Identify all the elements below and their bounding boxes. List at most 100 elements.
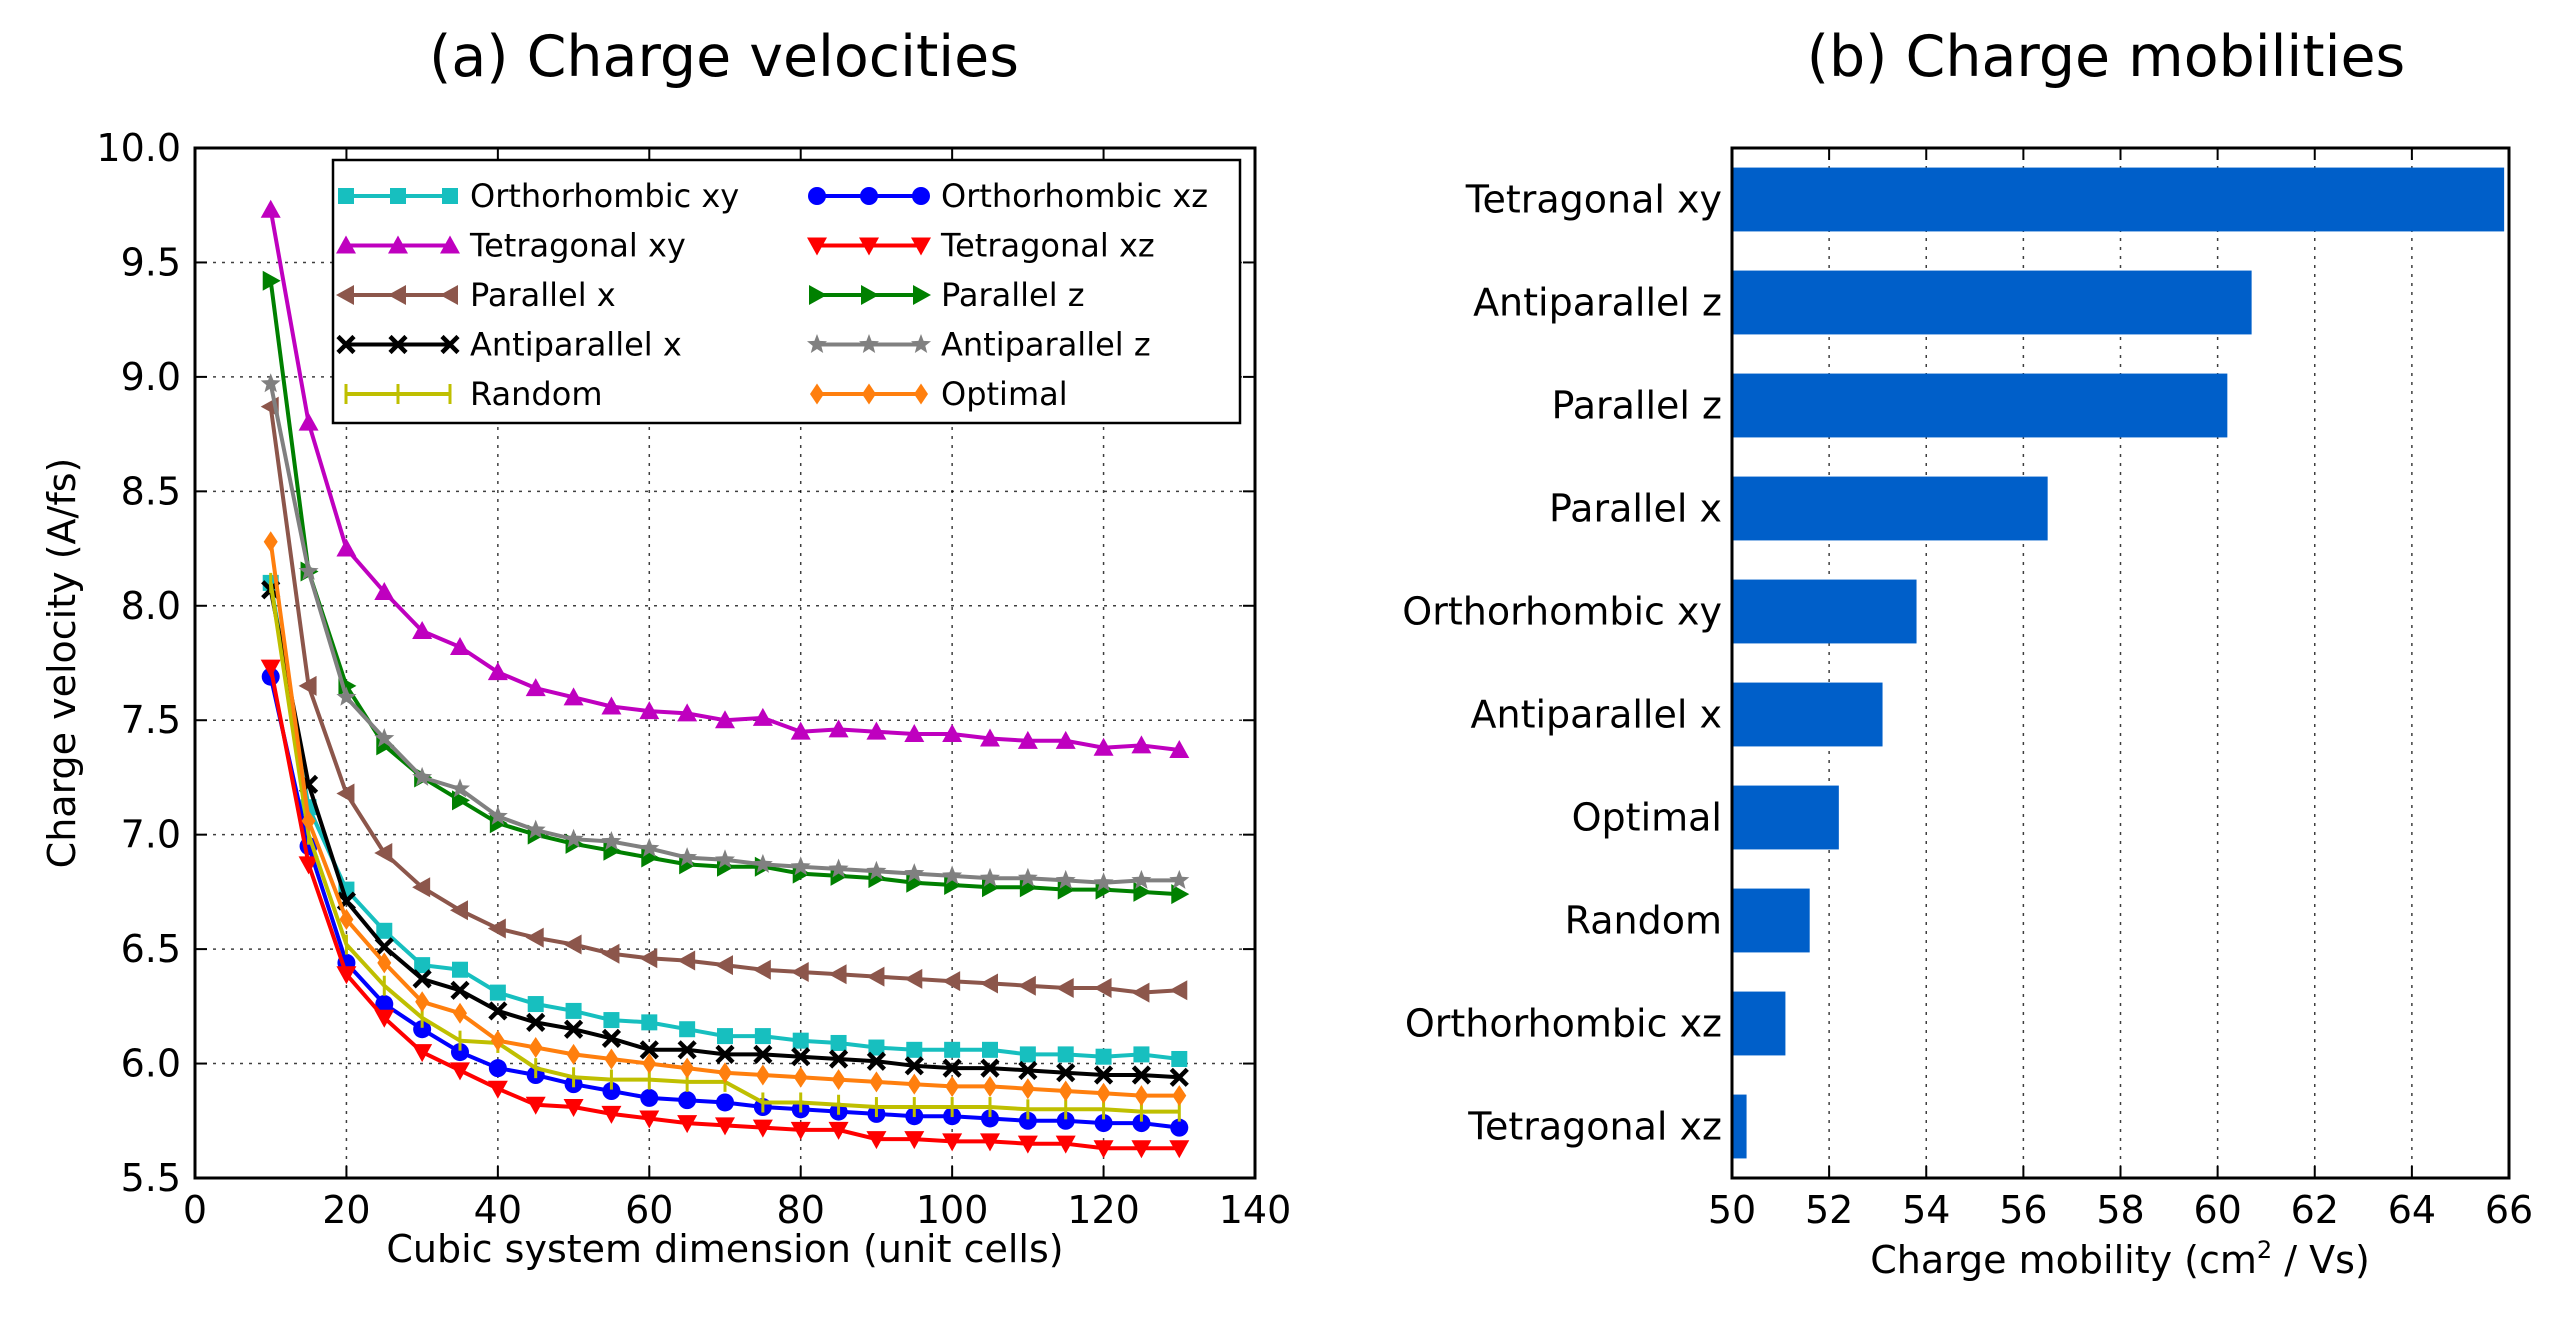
data-point bbox=[831, 1069, 846, 1091]
data-point bbox=[1131, 1140, 1152, 1159]
data-point bbox=[866, 721, 887, 740]
x-tick-label: 54 bbox=[1902, 1188, 1950, 1232]
data-point bbox=[791, 1047, 811, 1067]
series-parallel-x bbox=[260, 396, 1188, 1003]
y-tick-label: 8.5 bbox=[121, 469, 181, 513]
data-point bbox=[677, 847, 698, 867]
data-point bbox=[487, 662, 508, 681]
data-point bbox=[752, 1119, 773, 1138]
data-point bbox=[859, 237, 879, 256]
data-point bbox=[907, 1073, 922, 1095]
x-tick-label: 66 bbox=[2485, 1188, 2533, 1232]
data-point bbox=[563, 828, 584, 848]
data-point bbox=[1017, 975, 1036, 996]
legend-label: Random bbox=[470, 375, 602, 413]
data-point bbox=[525, 1096, 546, 1115]
data-point bbox=[377, 952, 392, 974]
data-point bbox=[374, 582, 395, 601]
data-point bbox=[1056, 1063, 1076, 1083]
data-point bbox=[942, 865, 963, 885]
data-point bbox=[488, 1001, 508, 1021]
data-point bbox=[981, 1109, 999, 1128]
legend-label: Tetragonal xy bbox=[469, 227, 686, 265]
chart-a-legend: Orthorhombic xy Orthorhombic xz Tetragonal… bbox=[331, 158, 1242, 425]
data-point bbox=[983, 1075, 997, 1097]
data-point bbox=[828, 964, 847, 985]
legend-label: Orthorhombic xy bbox=[470, 177, 739, 215]
data-point bbox=[1132, 1114, 1151, 1133]
data-point bbox=[1093, 1065, 1114, 1085]
x-tick-label: 20 bbox=[322, 1188, 370, 1232]
data-point bbox=[260, 373, 281, 393]
data-point bbox=[374, 728, 395, 747]
data-point bbox=[339, 908, 354, 930]
x-tick-label: 64 bbox=[2388, 1188, 2436, 1232]
data-point bbox=[942, 1058, 962, 1078]
data-point bbox=[755, 1064, 770, 1086]
legend-item: Random bbox=[344, 375, 602, 413]
data-point bbox=[904, 863, 925, 883]
data-point bbox=[866, 1051, 887, 1071]
data-point bbox=[602, 1082, 621, 1101]
data-point bbox=[298, 412, 319, 431]
data-point bbox=[452, 961, 468, 978]
data-point bbox=[942, 971, 961, 992]
data-point bbox=[440, 235, 460, 254]
legend-label: Optimal bbox=[941, 375, 1068, 413]
category-label: Antiparallel z bbox=[1473, 281, 1722, 325]
data-point bbox=[942, 723, 963, 742]
data-point bbox=[753, 1044, 773, 1064]
data-point bbox=[790, 962, 809, 982]
data-point bbox=[336, 334, 356, 355]
data-point bbox=[528, 1037, 543, 1059]
data-point bbox=[1058, 1080, 1073, 1102]
data-point bbox=[911, 334, 931, 353]
data-point bbox=[752, 959, 771, 980]
data-point bbox=[1170, 1118, 1189, 1137]
data-point bbox=[715, 1117, 735, 1136]
data-point bbox=[679, 1021, 696, 1038]
data-point bbox=[440, 334, 460, 355]
data-point bbox=[1055, 730, 1076, 749]
data-point bbox=[904, 1056, 924, 1076]
data-point bbox=[1169, 1067, 1189, 1087]
data-point bbox=[374, 842, 393, 863]
x-tick-label: 100 bbox=[916, 1188, 989, 1232]
data-point bbox=[338, 188, 354, 204]
bar bbox=[1732, 476, 2048, 541]
data-point bbox=[336, 285, 354, 305]
data-point bbox=[388, 285, 406, 305]
data-point bbox=[563, 934, 582, 955]
data-point bbox=[1093, 872, 1114, 892]
y-tick-label: 8.0 bbox=[121, 584, 181, 628]
data-point bbox=[716, 1093, 734, 1112]
data-point bbox=[945, 1075, 960, 1097]
data-point bbox=[752, 707, 773, 726]
chart-a-series bbox=[260, 199, 1190, 1159]
data-point bbox=[677, 703, 698, 722]
data-point bbox=[911, 237, 931, 256]
data-point bbox=[752, 853, 773, 873]
series-line bbox=[268, 406, 1180, 995]
data-point bbox=[601, 1028, 622, 1048]
data-point bbox=[603, 1012, 620, 1029]
category-label: Parallel z bbox=[1552, 384, 1722, 428]
data-point bbox=[677, 950, 696, 971]
data-point bbox=[488, 1059, 507, 1078]
data-point bbox=[1019, 1046, 1036, 1063]
data-point bbox=[807, 237, 827, 256]
data-point bbox=[980, 1133, 1000, 1152]
data-point bbox=[869, 1071, 884, 1093]
mobility-bar-chart: (b) Charge mobilities 50 52 54 56 58 60 62 64 66… bbox=[1402, 24, 2533, 1282]
data-point bbox=[1055, 869, 1076, 889]
data-point bbox=[563, 1099, 584, 1118]
data-point bbox=[487, 805, 508, 825]
chart-a-frame bbox=[193, 146, 1257, 1180]
legend-item: Tetragonal xy bbox=[336, 227, 686, 265]
chart-a-title: (a) Charge velocities bbox=[429, 24, 1019, 90]
bar bbox=[1732, 785, 1839, 850]
bar bbox=[1732, 579, 1917, 644]
data-point bbox=[263, 531, 278, 553]
data-point bbox=[336, 686, 357, 706]
data-point bbox=[487, 1080, 508, 1099]
